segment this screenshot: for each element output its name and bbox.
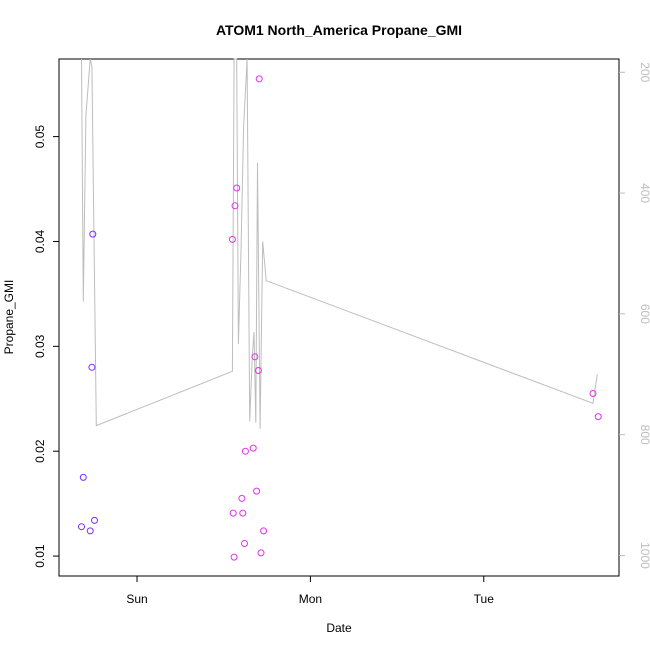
data-point-1-3 bbox=[231, 202, 239, 210]
x-axis: Sun Mon Tue bbox=[126, 576, 494, 606]
pressure-line bbox=[81, 58, 598, 429]
data-point-0-0 bbox=[78, 523, 85, 531]
chart-title: ATOM1 North_America Propane_GMI bbox=[216, 22, 462, 38]
data-point-0-5 bbox=[91, 516, 98, 524]
x-tick-label-0: Sun bbox=[126, 592, 147, 606]
y2-tick-label-0: 200 bbox=[638, 62, 650, 82]
data-point-1-9 bbox=[249, 444, 257, 452]
y-axis-label: Propane_GMI bbox=[2, 280, 16, 355]
y-tick-label-0: 0.01 bbox=[33, 544, 47, 568]
data-point-1-14 bbox=[257, 549, 265, 557]
y2-tick-label-1: 400 bbox=[638, 183, 650, 203]
data-point-1-16 bbox=[589, 390, 597, 397]
data-point-1-1 bbox=[229, 509, 237, 517]
y-tick-label-1: 0.02 bbox=[33, 439, 47, 463]
y2-tick-label-2: 600 bbox=[638, 304, 650, 324]
data-point-0-4 bbox=[89, 230, 97, 238]
data-point-1-10 bbox=[251, 353, 259, 361]
data-point-0-3 bbox=[88, 363, 96, 371]
data-point-1-11 bbox=[253, 487, 261, 495]
data-point-1-2 bbox=[230, 553, 238, 561]
line-layer bbox=[81, 58, 598, 429]
point-layer bbox=[78, 75, 602, 561]
data-point-0-2 bbox=[86, 527, 94, 535]
x-axis-label: Date bbox=[326, 621, 352, 635]
x-tick-label-1: Mon bbox=[299, 592, 322, 606]
data-point-1-6 bbox=[239, 509, 247, 517]
data-point-1-13 bbox=[255, 75, 263, 83]
y2-axis: 200 400 600 800 1000 bbox=[619, 62, 650, 569]
data-point-1-15 bbox=[260, 527, 268, 535]
x-tick-label-2: Tue bbox=[474, 592, 495, 606]
y-tick-label-4: 0.05 bbox=[33, 125, 47, 149]
y2-tick-label-4: 1000 bbox=[638, 542, 650, 569]
plot-frame bbox=[58, 58, 620, 577]
data-point-1-0 bbox=[228, 235, 236, 243]
data-point-1-5 bbox=[238, 494, 246, 502]
data-point-1-12 bbox=[254, 367, 262, 374]
data-point-0-1 bbox=[79, 473, 87, 481]
y-tick-label-2: 0.03 bbox=[33, 334, 47, 358]
y-axis: 0.01 0.02 0.03 0.04 0.05 bbox=[33, 125, 59, 568]
data-point-1-8 bbox=[241, 447, 249, 455]
y-tick-label-3: 0.04 bbox=[33, 229, 47, 253]
data-point-1-17 bbox=[594, 413, 602, 421]
data-point-1-7 bbox=[241, 540, 248, 547]
y2-tick-label-3: 800 bbox=[638, 425, 650, 445]
data-point-1-4 bbox=[233, 184, 241, 192]
